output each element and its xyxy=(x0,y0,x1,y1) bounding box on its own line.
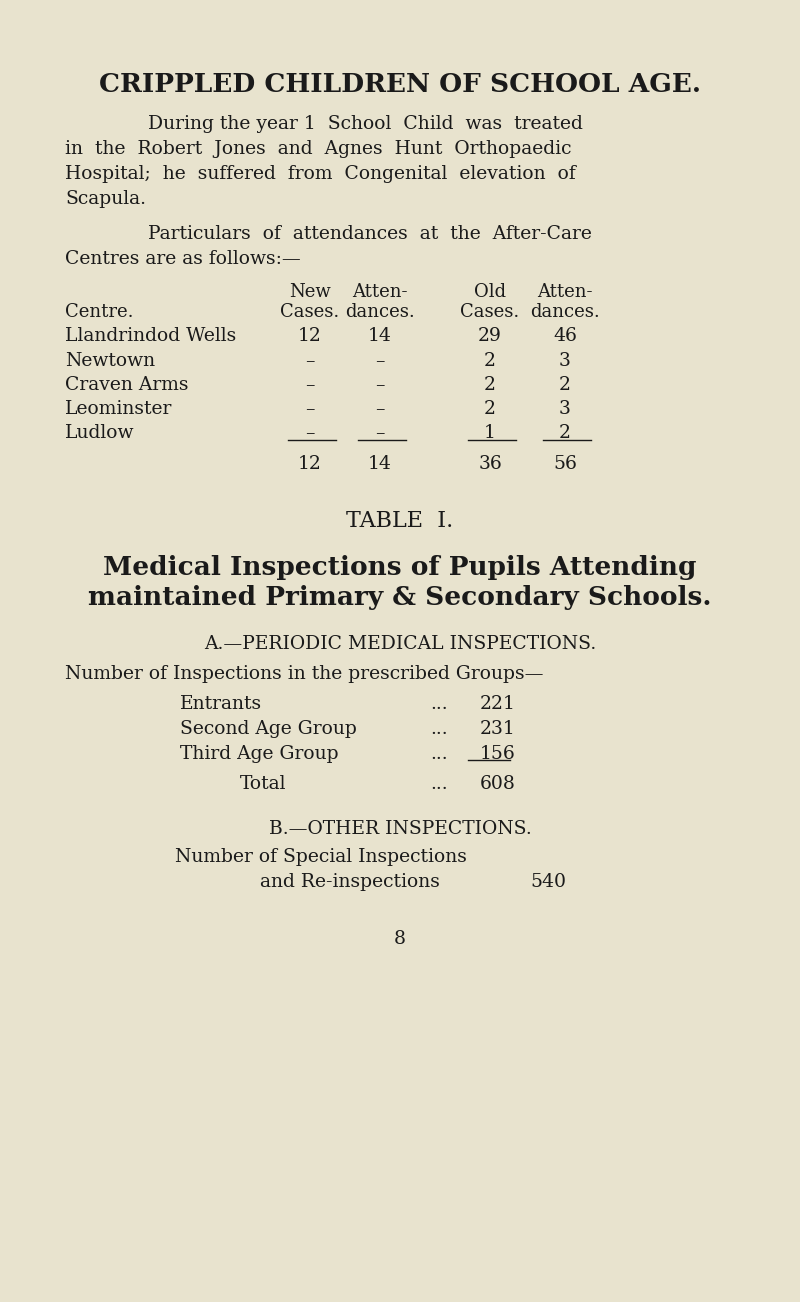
Text: Atten-: Atten- xyxy=(352,283,408,301)
Text: –: – xyxy=(306,376,314,395)
Text: 231: 231 xyxy=(480,720,516,738)
Text: dances.: dances. xyxy=(530,303,600,322)
Text: Leominster: Leominster xyxy=(65,400,172,418)
Text: Cases.: Cases. xyxy=(280,303,340,322)
Text: and Re-inspections: and Re-inspections xyxy=(260,874,440,891)
Text: –: – xyxy=(306,352,314,370)
Text: Medical Inspections of Pupils Attending: Medical Inspections of Pupils Attending xyxy=(103,555,697,579)
Text: 12: 12 xyxy=(298,327,322,345)
Text: –: – xyxy=(375,424,385,441)
Text: 14: 14 xyxy=(368,454,392,473)
Text: Old: Old xyxy=(474,283,506,301)
Text: Llandrindod Wells: Llandrindod Wells xyxy=(65,327,236,345)
Text: During the year 1  School  Child  was  treated: During the year 1 School Child was treat… xyxy=(148,115,583,133)
Text: –: – xyxy=(375,400,385,418)
Text: 36: 36 xyxy=(478,454,502,473)
Text: Entrants: Entrants xyxy=(180,695,262,713)
Text: Total: Total xyxy=(240,775,286,793)
Text: 2: 2 xyxy=(559,376,571,395)
Text: Atten-: Atten- xyxy=(538,283,593,301)
Text: 608: 608 xyxy=(480,775,516,793)
Text: maintained Primary & Secondary Schools.: maintained Primary & Secondary Schools. xyxy=(88,585,712,611)
Text: Third Age Group: Third Age Group xyxy=(180,745,338,763)
Text: 14: 14 xyxy=(368,327,392,345)
Text: Centres are as follows:—: Centres are as follows:— xyxy=(65,250,301,268)
Text: 540: 540 xyxy=(530,874,566,891)
Text: 3: 3 xyxy=(559,352,571,370)
Text: 2: 2 xyxy=(484,376,496,395)
Text: TABLE  I.: TABLE I. xyxy=(346,510,454,533)
Text: Ludlow: Ludlow xyxy=(65,424,134,441)
Text: 46: 46 xyxy=(553,327,577,345)
Text: Scapula.: Scapula. xyxy=(65,190,146,208)
Text: New: New xyxy=(289,283,331,301)
Text: 2: 2 xyxy=(484,400,496,418)
Text: –: – xyxy=(306,424,314,441)
Text: ...: ... xyxy=(430,720,448,738)
Text: Number of Inspections in the prescribed Groups—: Number of Inspections in the prescribed … xyxy=(65,665,543,684)
Text: 3: 3 xyxy=(559,400,571,418)
Text: 221: 221 xyxy=(480,695,516,713)
Text: 29: 29 xyxy=(478,327,502,345)
Text: in  the  Robert  Jones  and  Agnes  Hunt  Orthopaedic: in the Robert Jones and Agnes Hunt Ortho… xyxy=(65,141,571,158)
Text: Craven Arms: Craven Arms xyxy=(65,376,189,395)
Text: Particulars  of  attendances  at  the  After-Care: Particulars of attendances at the After-… xyxy=(148,225,592,243)
Text: –: – xyxy=(306,400,314,418)
Text: A.—PERIODIC MEDICAL INSPECTIONS.: A.—PERIODIC MEDICAL INSPECTIONS. xyxy=(204,635,596,654)
Text: Cases.: Cases. xyxy=(460,303,520,322)
Text: Hospital;  he  suffered  from  Congenital  elevation  of: Hospital; he suffered from Congenital el… xyxy=(65,165,576,184)
Text: –: – xyxy=(375,376,385,395)
Text: dances.: dances. xyxy=(345,303,415,322)
Text: 2: 2 xyxy=(559,424,571,441)
Text: ...: ... xyxy=(430,695,448,713)
Text: CRIPPLED CHILDREN OF SCHOOL AGE.: CRIPPLED CHILDREN OF SCHOOL AGE. xyxy=(99,72,701,98)
Text: B.—OTHER INSPECTIONS.: B.—OTHER INSPECTIONS. xyxy=(269,820,531,838)
Text: 8: 8 xyxy=(394,930,406,948)
Text: Newtown: Newtown xyxy=(65,352,155,370)
Text: ...: ... xyxy=(430,745,448,763)
Text: Centre.: Centre. xyxy=(65,303,134,322)
Text: 1: 1 xyxy=(484,424,496,441)
Text: –: – xyxy=(375,352,385,370)
Text: Number of Special Inspections: Number of Special Inspections xyxy=(175,848,467,866)
Text: 56: 56 xyxy=(553,454,577,473)
Text: 2: 2 xyxy=(484,352,496,370)
Text: 12: 12 xyxy=(298,454,322,473)
Text: Second Age Group: Second Age Group xyxy=(180,720,357,738)
Text: 156: 156 xyxy=(480,745,516,763)
Text: ...: ... xyxy=(430,775,448,793)
